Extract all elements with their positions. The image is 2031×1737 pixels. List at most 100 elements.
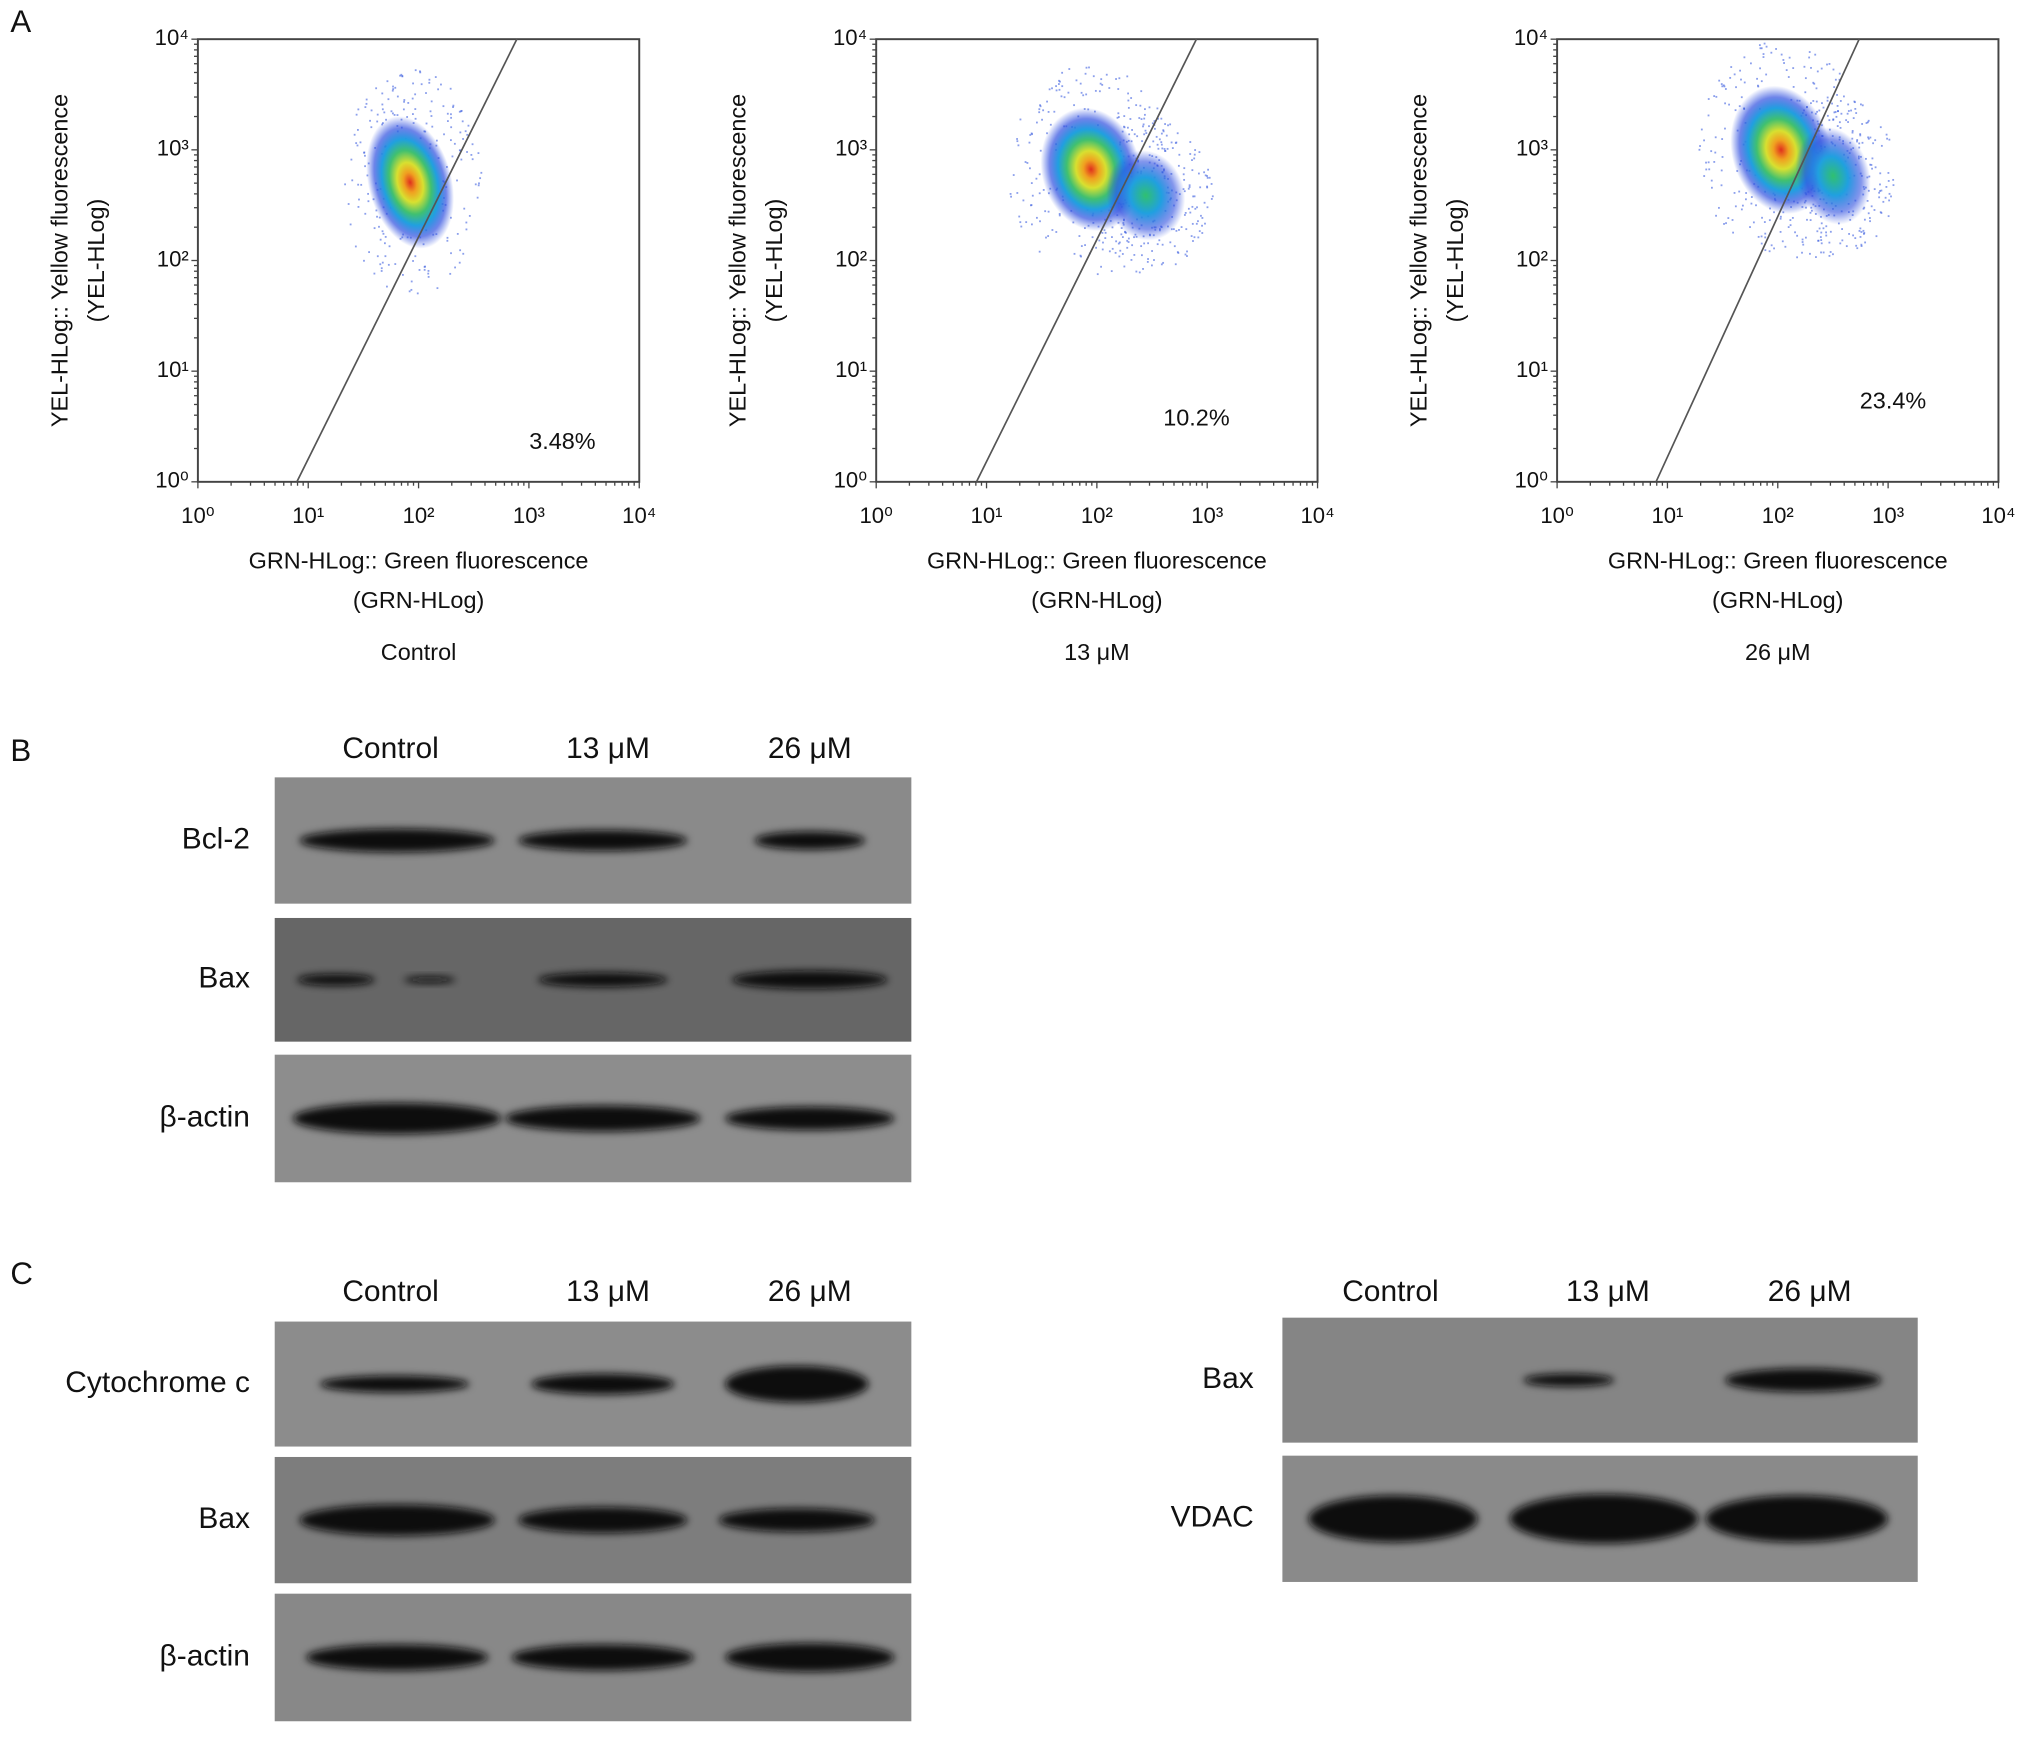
event-dot <box>414 93 417 96</box>
band <box>296 973 375 986</box>
event-dot <box>1051 87 1053 90</box>
event-dot <box>1879 211 1882 214</box>
band <box>1308 1495 1478 1543</box>
event-dot <box>378 225 380 228</box>
event-dot <box>1085 66 1088 69</box>
event-dot <box>1118 77 1121 80</box>
event-dot <box>1734 109 1737 112</box>
event-dot <box>1031 194 1034 197</box>
event-dot <box>449 139 452 142</box>
event-dot <box>408 290 411 293</box>
lane-label: 13 μM <box>566 732 650 765</box>
event-dot <box>393 114 396 116</box>
event-dot <box>471 143 474 146</box>
band <box>731 970 888 989</box>
event-dot <box>1707 161 1710 164</box>
lane-label: 26 μM <box>1768 1275 1852 1308</box>
event-dot <box>367 200 370 203</box>
event-dot <box>381 103 384 106</box>
event-dot <box>1143 117 1146 120</box>
event-dot <box>1744 198 1747 201</box>
x-axis-label: GRN-HLog:: Green fluorescence <box>927 548 1267 574</box>
event-dot <box>1127 92 1130 95</box>
event-dot <box>399 74 402 77</box>
event-dot <box>459 149 462 152</box>
event-dot <box>1158 138 1161 141</box>
event-dot <box>1855 244 1858 247</box>
event-dot <box>1178 153 1181 156</box>
event-dot <box>1887 172 1890 174</box>
event-dot <box>411 97 414 100</box>
event-dot <box>1858 142 1861 145</box>
event-dot <box>1174 263 1177 266</box>
event-dot <box>1815 256 1817 258</box>
event-dot <box>1731 219 1734 221</box>
event-dot <box>450 116 453 119</box>
event-dot <box>368 251 370 254</box>
event-dot <box>1740 96 1743 99</box>
event-dot <box>1882 200 1885 203</box>
event-dot <box>1845 245 1848 248</box>
event-dot <box>1782 59 1785 61</box>
event-dot <box>1875 235 1878 238</box>
x-tick-label: 10⁰ <box>181 503 215 528</box>
event-dot <box>1828 254 1831 257</box>
event-dot <box>1829 251 1832 253</box>
event-dot <box>403 100 405 103</box>
event-dot <box>477 152 480 155</box>
event-dot <box>1091 236 1094 239</box>
event-dot <box>1792 67 1795 70</box>
band <box>299 1504 495 1536</box>
event-dot <box>1764 232 1767 235</box>
event-dot <box>427 275 430 278</box>
y-tick-label: 10⁰ <box>834 468 868 493</box>
event-dot <box>446 120 449 122</box>
event-dot <box>359 141 362 144</box>
event-dot <box>1121 236 1124 238</box>
event-dot <box>1142 125 1144 128</box>
event-dot <box>1861 104 1864 107</box>
band <box>518 1507 688 1534</box>
event-dot <box>394 86 397 89</box>
y-tick-label: 10⁰ <box>1515 468 1549 493</box>
event-dot <box>383 111 386 114</box>
event-dot <box>458 261 461 264</box>
event-dot <box>1191 169 1194 172</box>
event-dot <box>1198 151 1201 153</box>
event-dot <box>428 78 431 81</box>
x-tick-label: 10³ <box>513 503 545 528</box>
event-dot <box>1856 140 1858 143</box>
event-dot <box>1867 137 1870 140</box>
band <box>518 830 688 851</box>
event-dot <box>440 83 442 86</box>
event-dot <box>1177 164 1180 167</box>
event-dot <box>1759 67 1761 70</box>
event-dot <box>1025 221 1028 224</box>
event-dot <box>1847 103 1850 106</box>
event-dot <box>1147 242 1150 245</box>
event-dot <box>1051 229 1054 231</box>
percentage: 3.48% <box>529 428 595 454</box>
event-dot <box>1176 251 1179 253</box>
event-dot <box>1714 136 1717 139</box>
density-cloud <box>1106 150 1186 241</box>
band <box>292 1102 502 1135</box>
event-dot <box>1765 45 1768 48</box>
event-dot <box>1183 190 1186 193</box>
event-dot <box>355 142 358 145</box>
event-dot <box>1826 99 1829 102</box>
event-dot <box>1780 53 1783 56</box>
panel-letter: A <box>10 4 31 39</box>
y-axis-label: (YEL-HLog) <box>1442 199 1468 323</box>
event-dot <box>1867 136 1870 139</box>
event-dot <box>384 235 387 238</box>
event-dot <box>1187 207 1190 210</box>
event-dot <box>1123 126 1126 129</box>
event-dot <box>1869 220 1871 223</box>
event-dot <box>1058 212 1061 215</box>
event-dot <box>1879 190 1881 192</box>
event-dot <box>467 124 470 127</box>
event-dot <box>450 126 453 129</box>
event-dot <box>1839 100 1842 102</box>
